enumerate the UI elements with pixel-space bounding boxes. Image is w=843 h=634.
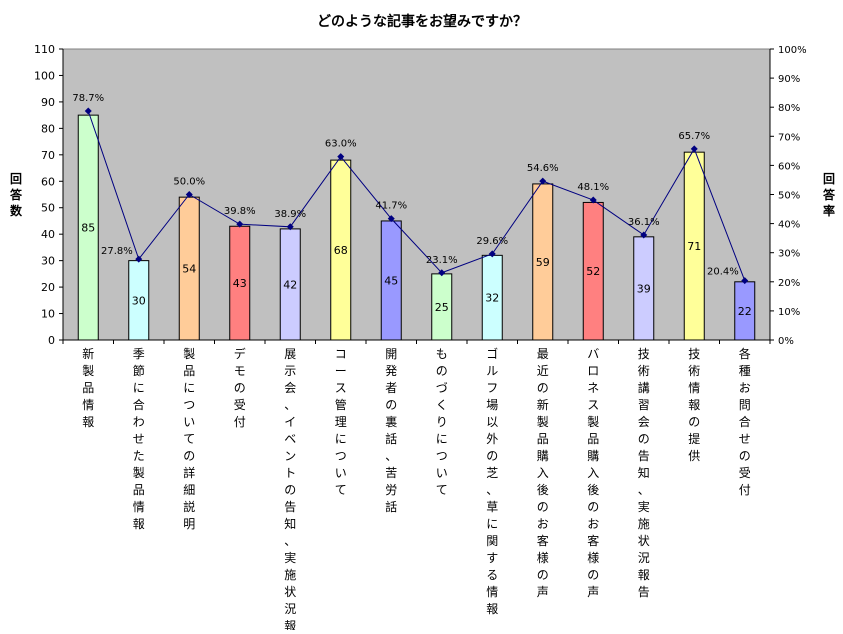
- right-tick-label: 60%: [778, 161, 800, 172]
- rate-data-label: 36.1%: [628, 217, 660, 228]
- category-label: ゴルフ場以外の芝、草に関する情報: [486, 346, 498, 616]
- category-label: 季節に合わせた製品情報: [133, 347, 145, 531]
- bar-value-label: 42: [283, 278, 297, 291]
- category-label: 新製品情報: [82, 346, 94, 429]
- bar-value-label: 22: [738, 305, 752, 318]
- rate-marker: [286, 223, 294, 231]
- rate-data-label: 27.8%: [101, 246, 133, 257]
- rate-marker: [741, 277, 749, 285]
- left-tick-label: 0: [48, 334, 55, 347]
- category-label: デモの受付: [234, 346, 246, 429]
- plot-area: [62, 48, 771, 341]
- left-tick-label: 100: [34, 69, 55, 82]
- bar-value-label: 43: [233, 277, 247, 290]
- category-label: 最近の新製品購入後のお客様の声: [537, 347, 549, 599]
- axis-titles-group: 回答数 回答率: [10, 172, 836, 218]
- bar-value-label: 32: [485, 292, 499, 305]
- bar-value-label: 71: [687, 240, 701, 253]
- right-tick-label: 10%: [778, 307, 800, 318]
- rate-data-label: 63.0%: [325, 139, 357, 150]
- right-tick-label: 70%: [778, 132, 800, 143]
- bar-value-label: 45: [384, 274, 398, 287]
- bar-value-label: 85: [81, 222, 95, 235]
- rate-marker: [84, 107, 92, 115]
- rate-marker: [337, 153, 345, 161]
- category-label: 展示会、イベントの告知、実施状況報告: [284, 347, 296, 630]
- right-tick-label: 20%: [778, 278, 800, 289]
- right-tick-label: 40%: [778, 220, 800, 231]
- category-label: 各種お問合せの受付: [739, 346, 751, 497]
- bar-value-label: 30: [132, 294, 146, 307]
- category-label: 技術講習会の告知、実施状況報告: [638, 347, 650, 599]
- rate-data-label: 48.1%: [577, 182, 609, 193]
- rate-data-label: 65.7%: [678, 131, 710, 142]
- bar-value-label: 39: [637, 282, 651, 295]
- left-tick-label: 90: [41, 96, 55, 109]
- rate-marker: [185, 191, 193, 198]
- rate-data-label: 29.6%: [476, 236, 508, 247]
- rate-marker: [438, 269, 446, 277]
- left-tick-label: 50: [41, 202, 55, 215]
- rate-data-label: 41.7%: [375, 201, 407, 212]
- rate-marker: [135, 255, 143, 263]
- bar-value-label: 59: [536, 256, 550, 269]
- rate-marker: [236, 220, 244, 228]
- right-tick-label: 90%: [778, 74, 800, 85]
- bars-group: 85 30 54 43 42 68 45 25 32 59 52 39 71 22: [77, 114, 756, 341]
- category-label: バロネス製品購入後のお客様の声: [587, 347, 599, 599]
- right-tick-label: 50%: [778, 191, 800, 202]
- chart-title: どのような記事をお望みですか？: [317, 13, 527, 30]
- rate-marker: [387, 215, 395, 223]
- bar-value-label: 25: [435, 301, 449, 314]
- bar: [77, 114, 99, 341]
- left-tick-label: 10: [41, 308, 55, 321]
- rate-line: [87, 110, 746, 281]
- rate-marker: [539, 177, 547, 185]
- bar-value-label: 52: [586, 265, 600, 278]
- right-axis-title: 回答率: [823, 172, 836, 218]
- rate-data-label: 39.8%: [224, 206, 256, 217]
- rate-marker: [640, 231, 648, 239]
- right-tick-label: 80%: [778, 103, 800, 114]
- left-tick-label: 20: [41, 281, 55, 294]
- right-tick-label: 30%: [778, 249, 800, 260]
- left-tick-label: 80: [41, 122, 55, 135]
- category-label: コース管理について: [335, 347, 347, 497]
- rate-marker: [690, 145, 698, 153]
- line-group: 78.7% 27.8% 50.0% 39.8% 38.9% 63.0% 41.7% 23.1%…: [72, 93, 749, 285]
- rate-data-label: 23.1%: [426, 255, 458, 266]
- left-tick-label: 110: [34, 43, 55, 56]
- bar-value-label: 54: [182, 263, 196, 276]
- category-label: 製品についての詳細説明: [183, 347, 195, 531]
- left-tick-label: 60: [41, 175, 55, 188]
- rate-data-label: 38.9%: [274, 209, 306, 220]
- rate-data-label: 78.7%: [72, 93, 104, 104]
- category-label: 技術情報の提供: [688, 347, 700, 463]
- left-tick-label: 30: [41, 255, 55, 268]
- rate-data-label: 54.6%: [527, 163, 559, 174]
- category-labels-group: 新製品情報 季節に合わせた製品情報 製品についての詳細説明 デモの受付 展示会、イベント…: [82, 346, 751, 633]
- right-tick-label: 100%: [778, 45, 807, 56]
- left-tick-label: 40: [41, 228, 55, 241]
- left-tick-label: 70: [41, 149, 55, 162]
- bar-value-label: 68: [334, 244, 348, 257]
- rate-marker: [589, 196, 597, 204]
- category-label: ものづくりについて: [436, 347, 448, 497]
- rate-data-label: 50.0%: [173, 177, 205, 188]
- left-axis-title: 回答数: [10, 172, 23, 218]
- right-tick-label: 0%: [778, 336, 794, 347]
- rate-data-label: 20.4%: [707, 267, 739, 278]
- rate-marker: [488, 250, 496, 258]
- category-label: 開発者の裏話、苦労話: [385, 347, 397, 514]
